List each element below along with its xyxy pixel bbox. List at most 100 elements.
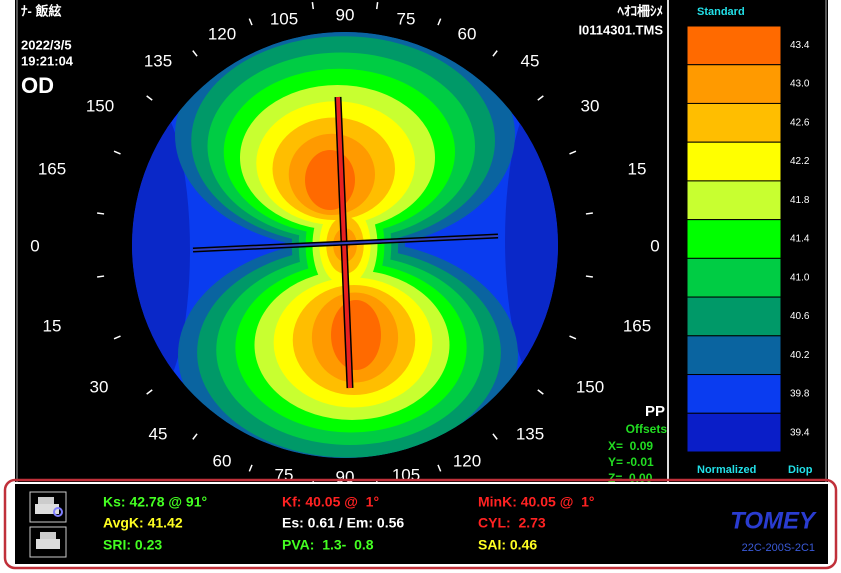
patient-name: ﾅ- 飯絃 <box>21 3 61 18</box>
scale-swatch <box>686 102 782 143</box>
scale-value: 40.6 <box>790 311 810 322</box>
angle-label: 0 <box>30 236 39 255</box>
angle-tick <box>146 95 153 101</box>
scale-value: 42.6 <box>790 117 810 128</box>
angle-tick <box>437 18 442 26</box>
angle-label: 165 <box>38 159 66 178</box>
scale-title: Standard <box>697 6 745 18</box>
angle-label: 150 <box>576 377 604 396</box>
printer-icon <box>36 539 60 549</box>
offset-x: X= 0.09 <box>608 439 653 453</box>
angle-tick <box>492 50 498 57</box>
print-preview-button[interactable] <box>29 491 67 523</box>
patient-code: ﾍｵｺ柵ｼﾒ <box>616 3 663 18</box>
scale-value: 39.4 <box>790 427 810 438</box>
sri-index: SRI: 0.23 <box>103 537 162 553</box>
topography-map <box>132 32 558 458</box>
eye-label: OD <box>21 73 54 98</box>
file-name: I0114301.TMS <box>578 22 663 37</box>
angle-tick <box>97 212 105 215</box>
index-panel <box>15 484 828 564</box>
angle-tick <box>492 433 498 440</box>
angle-label: 0 <box>650 236 659 255</box>
angle-label: 105 <box>392 465 420 484</box>
angle-label: 30 <box>581 96 600 115</box>
offset-z: Z= 0.00 <box>608 471 653 485</box>
print-button[interactable] <box>29 526 67 558</box>
angle-label: 105 <box>270 9 298 28</box>
sai-index: SAI: 0.46 <box>478 537 537 553</box>
printer-icon <box>35 504 59 514</box>
angle-tick <box>97 275 105 278</box>
angle-tick <box>311 1 315 10</box>
angle-tick <box>113 150 121 155</box>
scale-swatch <box>686 374 782 414</box>
angle-label: 15 <box>628 159 647 178</box>
angle-tick <box>537 95 544 101</box>
angle-tick <box>569 150 577 155</box>
highlight-frame <box>3 478 838 570</box>
scale-value: 43.0 <box>790 79 810 90</box>
angle-label: 75 <box>397 9 416 28</box>
scale-swatch <box>686 257 782 298</box>
es-em-index: Es: 0.61 / Em: 0.56 <box>282 515 404 531</box>
angle-label: 60 <box>458 24 477 43</box>
angle-label: 120 <box>208 24 236 43</box>
scale-value: 40.2 <box>790 350 810 361</box>
angle-label: 60 <box>213 451 232 470</box>
offset-y: Y= -0.01 <box>608 455 654 469</box>
brand-logo: TOMEY <box>730 507 817 534</box>
angle-label: 15 <box>43 316 62 335</box>
printer-icon <box>40 532 56 540</box>
scale-value: 41.8 <box>790 195 810 206</box>
angle-label: 135 <box>144 51 172 70</box>
map-region <box>305 150 355 210</box>
angle-tick <box>146 389 153 395</box>
map-region <box>331 300 381 370</box>
scale-value: 41.0 <box>790 272 810 283</box>
angle-label: 30 <box>90 377 109 396</box>
scale-unit: Diop <box>788 464 813 476</box>
angle-tick <box>537 389 544 395</box>
mink-index: MinK: 40.05 @ 1° <box>478 494 595 510</box>
model-number: 22C-200S-2C1 <box>742 542 815 554</box>
color-scale: 43.4 43.0 42.6 42.2 41.8 41.4 41.0 40.6 40.2 39.8… <box>686 25 810 453</box>
map-region <box>132 100 190 400</box>
cyl-index: CYL: 2.73 <box>478 515 546 531</box>
angle-label: 45 <box>149 424 168 443</box>
angle-label: 135 <box>516 424 544 443</box>
angle-label: 75 <box>275 465 294 484</box>
exam-date: 2022/3/5 <box>21 37 72 52</box>
avgk-index: AvgK: 41.42 <box>103 515 183 531</box>
angle-tick <box>585 212 593 215</box>
angle-ticks <box>97 1 593 489</box>
scale-swatch <box>686 219 782 259</box>
scale-swatch <box>686 64 782 104</box>
angle-tick <box>569 335 577 340</box>
map-mode: PP <box>645 403 665 420</box>
scale-value: 43.4 <box>790 40 810 51</box>
offsets-title: Offsets <box>626 422 668 436</box>
angle-tick <box>437 464 442 472</box>
scale-swatch <box>686 412 782 453</box>
angle-label: 45 <box>521 51 540 70</box>
angle-tick <box>248 18 253 26</box>
angle-tick <box>113 335 121 340</box>
angle-label: 150 <box>86 96 114 115</box>
angle-tick <box>192 50 198 57</box>
angle-tick <box>375 1 379 10</box>
angle-tick <box>192 433 198 440</box>
scale-swatch <box>686 335 782 376</box>
scale-value: 42.2 <box>790 156 810 167</box>
ks-index: Ks: 42.78 @ 91° <box>103 494 207 510</box>
pva-index: PVA: 1.3- 0.8 <box>282 537 374 553</box>
magnifier-icon <box>53 507 63 517</box>
flat-axis <box>192 235 499 251</box>
angle-tick <box>585 275 593 278</box>
scale-swatch <box>686 180 782 221</box>
exam-time: 19:21:04 <box>21 53 74 68</box>
angle-label: 90 <box>336 467 355 486</box>
printer-icon <box>38 497 54 505</box>
scale-swatch <box>686 25 782 66</box>
